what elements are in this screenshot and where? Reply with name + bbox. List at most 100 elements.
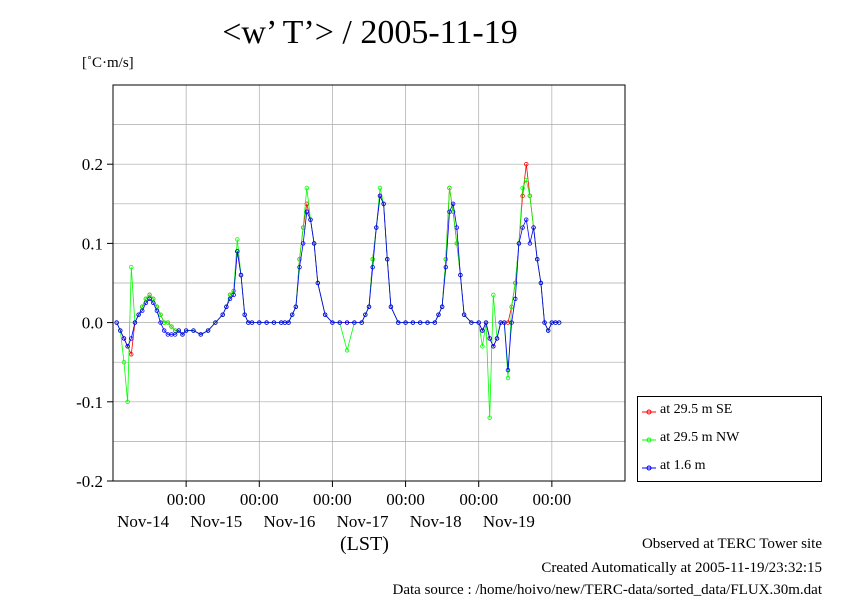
data-point <box>469 320 474 325</box>
data-point <box>403 320 408 325</box>
data-point <box>483 320 489 325</box>
y-axis-unit: [˚C·m/s] <box>82 55 134 71</box>
data-point <box>198 332 203 337</box>
data-point <box>151 300 156 305</box>
data-point <box>311 241 317 246</box>
data-point <box>352 320 357 325</box>
data-point <box>491 292 496 298</box>
data-point <box>147 296 152 302</box>
data-point <box>450 201 456 206</box>
data-point <box>165 320 171 325</box>
data-point <box>300 241 306 246</box>
data-point <box>231 292 236 298</box>
data-point <box>443 257 448 262</box>
data-point <box>363 312 368 317</box>
legend-item-1-6m: at 1.6 m <box>638 457 821 479</box>
data-point <box>220 312 225 317</box>
plot-frame <box>112 84 626 482</box>
data-point <box>132 320 138 325</box>
data-point <box>494 336 500 341</box>
x-tick-date: Nov-15 <box>190 512 242 531</box>
data-point <box>304 209 310 214</box>
x-tick-time: 00:00 <box>386 490 425 509</box>
data-point <box>370 264 375 270</box>
data-point <box>315 280 320 286</box>
data-point <box>322 312 328 317</box>
y-tick-label: 0.0 <box>82 314 103 333</box>
footer-source: Data source : /home/hoivo/new/TERC-data/… <box>392 582 823 598</box>
data-point <box>377 193 383 199</box>
x-tick-date: Nov-16 <box>263 512 315 531</box>
data-point <box>125 399 130 404</box>
data-point <box>556 320 562 325</box>
data-point <box>125 344 130 349</box>
data-point <box>235 249 240 254</box>
data-point <box>513 280 518 286</box>
x-tick-date: Nov-17 <box>337 512 389 531</box>
data-point <box>480 344 485 349</box>
legend: at 29.5 m SE at 29.5 m NW at 1.6 m <box>637 396 822 482</box>
data-point <box>337 320 342 325</box>
data-point <box>161 328 167 333</box>
y-tick-label: -0.1 <box>76 393 103 412</box>
data-point <box>180 332 185 337</box>
data-point <box>487 415 492 420</box>
data-point <box>366 304 372 309</box>
data-point <box>224 304 229 309</box>
data-point <box>524 161 529 167</box>
data-point <box>447 209 452 214</box>
legend-label-1-6m: at 1.6 m <box>660 458 706 473</box>
data-point <box>344 348 350 353</box>
data-point <box>385 257 390 262</box>
data-point <box>396 320 401 325</box>
data-point <box>359 320 364 325</box>
data-point <box>524 217 529 222</box>
data-point <box>344 320 350 325</box>
data-point <box>297 264 302 270</box>
legend-label-se: at 29.5 m SE <box>660 402 733 417</box>
data-point <box>169 324 174 329</box>
data-point <box>454 225 459 230</box>
legend-item-nw: at 29.5 m NW <box>638 429 821 451</box>
x-ticks: 00:00 Nov-14 00:00 Nov-15 00:00 Nov-16 00:00 No… <box>117 481 571 531</box>
data-point <box>381 201 386 206</box>
series-line <box>116 164 560 356</box>
data-point <box>129 336 134 341</box>
data-point <box>129 264 134 270</box>
data-point <box>505 375 511 381</box>
x-tick-date: Nov-18 <box>410 512 462 531</box>
data-point <box>205 328 211 333</box>
data-point <box>454 241 459 246</box>
data-point <box>213 320 218 325</box>
data-point <box>235 237 240 242</box>
data-point <box>374 225 379 230</box>
y-ticks: 0.2 0.1 0.0 -0.1 -0.2 <box>76 155 113 491</box>
data-point <box>140 308 145 313</box>
data-point <box>516 241 522 246</box>
data-point <box>418 320 423 325</box>
data-point <box>129 352 134 357</box>
x-axis-unit: (LST) <box>340 533 389 555</box>
data-point <box>538 280 544 286</box>
data-point <box>121 336 127 341</box>
data-point <box>158 312 163 317</box>
data-point <box>172 332 178 337</box>
y-tick-label: 0.2 <box>82 155 103 174</box>
y-tick-label: -0.2 <box>76 472 103 491</box>
data-point <box>527 241 533 246</box>
series-line <box>116 178 560 418</box>
data-point <box>249 320 255 325</box>
data-point <box>297 257 302 262</box>
data-point <box>304 185 310 191</box>
data-point <box>461 312 467 317</box>
data-point <box>227 296 233 302</box>
data-point <box>308 217 313 222</box>
data-point <box>458 272 463 278</box>
data-point <box>290 312 295 317</box>
grid <box>113 84 625 482</box>
series-group <box>114 161 562 420</box>
data-point <box>271 320 277 325</box>
data-point <box>436 312 441 317</box>
data-point <box>136 312 141 317</box>
